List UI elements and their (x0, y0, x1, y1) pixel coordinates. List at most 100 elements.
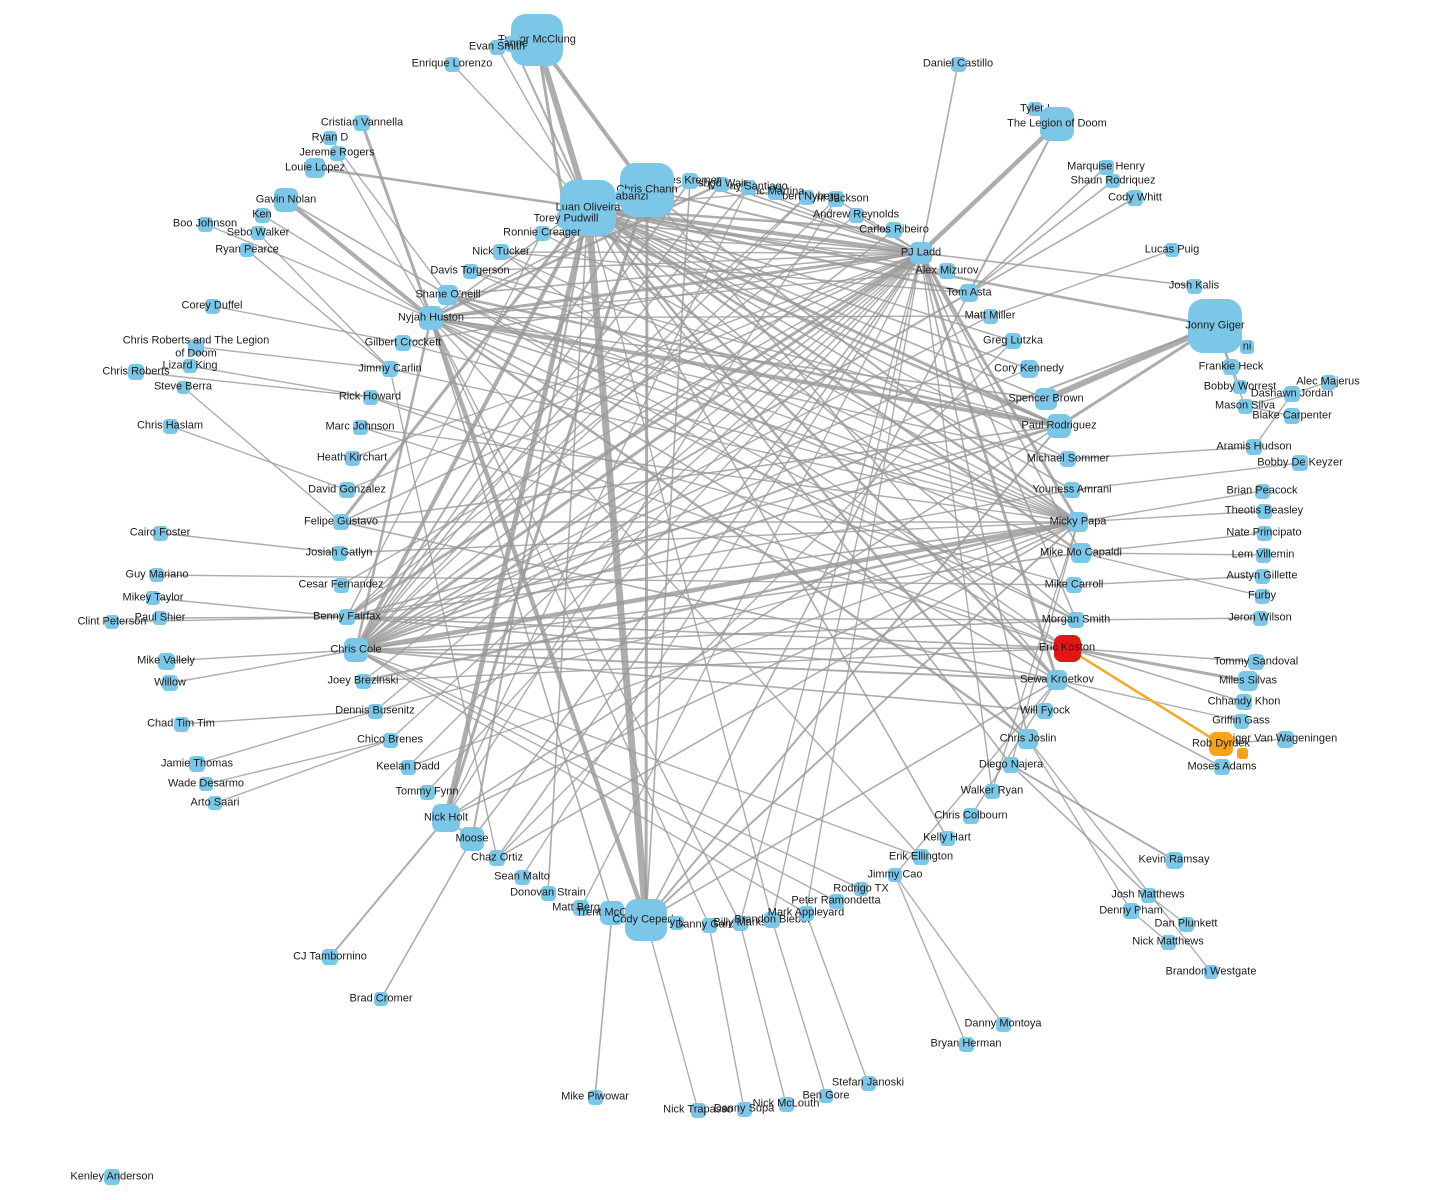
graph-node-cj-tambornino[interactable]: CJ Tambornino (293, 949, 367, 965)
graph-node-micky-papa[interactable]: Micky Papa (1050, 512, 1106, 532)
graph-node-eric-martina[interactable]: Eric Martina (746, 184, 804, 200)
graph-node-chaz-ortiz[interactable]: Chaz Ortiz (471, 850, 523, 866)
graph-node-chris-colbourn[interactable]: Chris Colbourn (934, 808, 1008, 824)
graph-node-mark-appleyard[interactable]: Mark Appleyard (768, 905, 844, 921)
graph-node-wes-kremer[interactable]: Wes Kremer (660, 173, 720, 189)
graph-node-brad-cromer[interactable]: Brad Cromer (350, 992, 412, 1006)
graph-node-michael-sommer[interactable]: Michael Sommer (1027, 451, 1109, 467)
graph-node-mikey-taylor[interactable]: Mikey Taylor (123, 591, 183, 605)
graph-node-erik-ellington[interactable]: Erik Ellington (889, 849, 953, 865)
graph-node-shaun-rodriquez[interactable]: Shaun Rodriquez (1070, 174, 1156, 188)
graph-node-cody-cepeda[interactable]: Cody Cepeda (612, 899, 680, 941)
graph-node-enrique-lorenzo[interactable]: Enrique Lorenzo (412, 56, 492, 72)
graph-node-marquise-henry[interactable]: Marquise Henry (1067, 159, 1145, 175)
graph-node-clint-peterson[interactable]: Clint Peterson (77, 615, 147, 629)
graph-node-kenley-anderson[interactable]: Kenley Anderson (70, 1169, 154, 1185)
graph-node-alex-mizurov[interactable]: Alex Mizurov (916, 263, 978, 279)
graph-node-cody-whitt[interactable]: Cody Whitt (1108, 190, 1162, 206)
graph-node-danny-supa[interactable]: Danny Supa (714, 1101, 774, 1117)
graph-node-josh-kalis[interactable]: Josh Kalis (1169, 278, 1219, 294)
graph-node-brandon-westgate[interactable]: Brandon Westgate (1166, 965, 1256, 979)
graph-node-arto-saari[interactable]: Arto Saari (191, 796, 239, 810)
graph-node-lizard-king[interactable]: Lizard King (162, 359, 218, 373)
graph-node-felipe-gustavo[interactable]: Felipe Gustavo (304, 514, 378, 530)
graph-node-pj-ladd[interactable]: PJ Ladd (901, 242, 941, 264)
graph-node-marc-johnson[interactable]: Marc Johnson (325, 419, 395, 435)
graph-node-mike-vallely[interactable]: Mike Vallely (137, 652, 195, 670)
graph-node-brian-peacock[interactable]: Brian Peacock (1227, 483, 1297, 499)
graph-node-danny-montoya[interactable]: Danny Montoya (964, 1016, 1042, 1032)
graph-node-lem-villemin[interactable]: Lem Villemin (1232, 547, 1294, 563)
graph-node-denny-pham[interactable]: Denny Pham (1099, 903, 1163, 919)
graph-node-tommy-fynn[interactable]: Tommy Fynn (396, 784, 458, 800)
graph-node-andrew-reynolds[interactable]: Andrew Reynolds (813, 207, 899, 223)
graph-node-bobby-de-keyzer[interactable]: Bobby De Keyzer (1257, 455, 1343, 471)
graph-node-ben-gore[interactable]: Ben Gore (802, 1089, 850, 1103)
graph-node-jonny-giger[interactable]: Jonny Giger (1185, 299, 1245, 353)
graph-node-chris-roberts[interactable]: Chris Roberts (102, 364, 170, 380)
graph-node-cyril-jackson[interactable]: Cyril Jackson (803, 191, 869, 207)
graph-node-corey-duffel[interactable]: Corey Duffel (182, 298, 242, 314)
graph-node-stefan-janoski[interactable]: Stefan Janoski (832, 1075, 904, 1091)
graph-node-orange-dot[interactable] (1236, 747, 1248, 759)
graph-node-jamie-thomas[interactable]: Jamie Thomas (161, 756, 233, 772)
graph-node-moose[interactable]: Moose (455, 827, 489, 851)
graph-node-bryan-herman[interactable]: Bryan Herman (931, 1036, 1001, 1052)
graph-node-steve-berra[interactable]: Steve Berra (154, 380, 212, 394)
graph-node-torey-pudwill[interactable]: Torey Pudwill (534, 210, 598, 228)
graph-node-austyn-gillette[interactable]: Austyn Gillette (1227, 568, 1297, 584)
graph-node-nate-principato[interactable]: Nate Principato (1226, 525, 1302, 541)
graph-node-eric-koston[interactable]: Eric Koston (1039, 634, 1095, 662)
graph-node-cristian-vannella[interactable]: Cristian Vannella (321, 115, 403, 131)
graph-node-paul-shier[interactable]: Paul Shier (135, 611, 185, 625)
graph-node-keelan-dadd[interactable]: Keelan Dadd (376, 759, 440, 775)
graph-node-matt-miller[interactable]: Matt Miller (965, 308, 1015, 324)
graph-node-jereme-rogers[interactable]: Jereme Rogers (299, 145, 375, 161)
graph-node-ronnie-creager[interactable]: Ronnie Creager (503, 225, 581, 241)
graph-node-billy-marks[interactable]: Billy Marks (713, 915, 767, 931)
graph-node-willow[interactable]: Willow (154, 675, 186, 691)
graph-node-danny-garcia[interactable]: Danny Garcia (675, 917, 743, 933)
graph-node-mason-silva[interactable]: Mason Silva (1215, 398, 1275, 414)
graph-node-manny-santiago[interactable]: Manny Santiago (708, 179, 788, 195)
graph-node-lucas-puig[interactable]: Lucas Puig (1145, 243, 1199, 257)
graph-node-daniel-castillo[interactable]: Daniel Castillo (923, 56, 993, 72)
graph-node-joey-brezinski[interactable]: Joey Brezinski (328, 673, 398, 689)
graph-node-louie-lopez[interactable]: Louie Lopez (285, 158, 345, 178)
graph-node-donovan-strain[interactable]: Donovan Strain (510, 885, 586, 901)
graph-node-greg-lutzka[interactable]: Greg Lutzka (983, 333, 1043, 349)
graph-node-jimmy-carlin[interactable]: Jimmy Carlin (358, 361, 422, 377)
graph-node-dashawn-jordan[interactable]: Dashawn Jordan (1251, 386, 1333, 402)
graph-node-gilbert-crockett[interactable]: Gilbert Crockett (365, 335, 441, 351)
graph-node-bastien-salabanzi[interactable]: Salabanzi (600, 189, 648, 205)
graph-node-mike-mo-capaldi[interactable]: Mike Mo Capaldi (1040, 543, 1122, 563)
graph-node-moses-adams[interactable]: Moses Adams (1187, 759, 1257, 775)
graph-node-bobby-worrest[interactable]: Bobby Worrest (1204, 380, 1276, 394)
graph-node-benny-fairfax[interactable]: Benny Fairfax (313, 609, 381, 625)
graph-node-dennis-busenitz[interactable]: Dennis Busenitz (335, 703, 415, 719)
graph-node-ken[interactable]: Ken (252, 207, 272, 223)
graph-node-dan-plunkett[interactable]: Dan Plunkett (1155, 916, 1217, 932)
graph-node-jimmy-cao[interactable]: Jimmy Cao (867, 868, 923, 882)
graph-node-sebo-walker[interactable]: Sebo Walker (227, 226, 289, 240)
graph-node-jeron-wilson[interactable]: Jeron Wilson (1228, 610, 1292, 626)
graph-node-chico-brenes[interactable]: Chico Brenes (357, 732, 423, 748)
graph-node-cesar-fernandez[interactable]: Cesar Fernandez (299, 577, 384, 593)
graph-node-tanner[interactable]: Tanne (498, 36, 528, 52)
graph-node-theotis-beasley[interactable]: Theotis Beasley (1225, 503, 1303, 519)
graph-node-rodrigo-tx[interactable]: Rodrigo TX (833, 882, 889, 896)
graph-node-chris-haslam[interactable]: Chris Haslam (137, 418, 203, 434)
graph-node-furby[interactable]: Furby (1248, 588, 1276, 604)
graph-node-kevin-ramsay[interactable]: Kevin Ramsay (1139, 851, 1209, 869)
graph-node-alec-majerus[interactable]: Alec Majerus (1296, 374, 1360, 390)
graph-node-walker-ryan[interactable]: Walker Ryan (961, 783, 1023, 799)
graph-node-youness-amrani[interactable]: Youness Amrani (1032, 482, 1112, 498)
graph-node-albert-nyberg[interactable]: Albert Nyberg (772, 189, 840, 205)
graph-node-kelly-hart[interactable]: Kelly Hart (923, 830, 971, 846)
graph-node-wade-desarmo[interactable]: Wade Desarmo (168, 777, 244, 791)
graph-node-boo-johnson[interactable]: Boo Johnson (173, 216, 237, 232)
graph-node-nick-matthews[interactable]: Nick Matthews (1132, 934, 1204, 950)
graph-node-carlos-ribeiro[interactable]: Carlos Ribeiro (859, 222, 929, 238)
graph-node-sewa-kroetkov[interactable]: Sewa Kroetkov (1020, 670, 1094, 690)
